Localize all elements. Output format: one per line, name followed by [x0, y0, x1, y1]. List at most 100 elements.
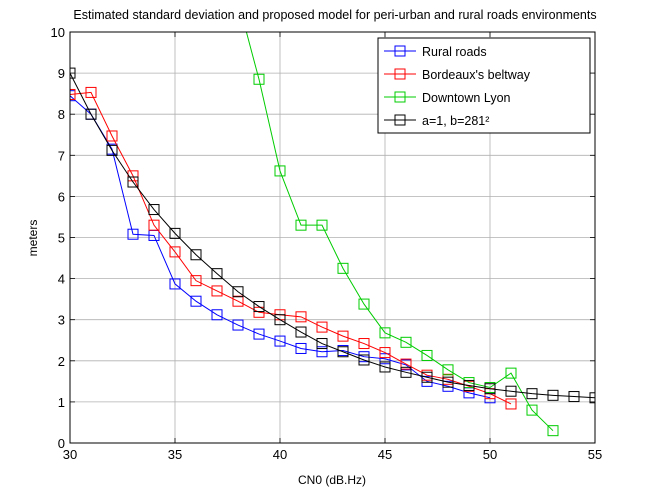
y-axis-label: meters — [26, 220, 40, 257]
series-marker — [505, 385, 517, 397]
series-layer — [70, 32, 595, 437]
series-marker — [316, 219, 328, 231]
legend-box — [377, 37, 591, 134]
series-marker — [211, 268, 223, 280]
series-marker — [274, 165, 286, 177]
series-marker — [484, 383, 496, 395]
series-marker — [463, 379, 475, 391]
legend-entry: Rural roads — [384, 45, 487, 59]
series-marker — [316, 346, 328, 358]
series-marker — [337, 262, 349, 274]
series-marker — [127, 228, 139, 240]
legend-label: Downtown Lyon — [422, 91, 511, 105]
series-marker — [358, 354, 370, 366]
series-marker — [295, 342, 307, 354]
series-marker — [421, 349, 433, 361]
series-marker — [379, 353, 391, 365]
series-marker — [85, 108, 97, 120]
series-marker — [253, 328, 265, 340]
x-axis-label: CN0 (dB.Hz) — [298, 473, 366, 487]
x-tick-label: 30 — [63, 447, 77, 462]
y-tick-label: 2 — [58, 354, 65, 369]
series-line — [70, 91, 512, 405]
y-tick-label: 6 — [58, 189, 65, 204]
series-marker — [169, 278, 181, 290]
series-marker — [85, 86, 97, 98]
x-tick-label: 35 — [168, 447, 182, 462]
y-tick-label: 1 — [58, 395, 65, 410]
series-marker — [106, 130, 118, 142]
legend-label: Rural roads — [422, 45, 487, 59]
series-marker — [379, 361, 391, 373]
y-tick-label: 5 — [58, 231, 65, 246]
legend-entry: Downtown Lyon — [384, 91, 511, 105]
x-tick-label: 45 — [378, 447, 392, 462]
legend-marker — [394, 114, 406, 126]
series-marker — [127, 170, 139, 182]
series-marker — [232, 319, 244, 331]
series-marker — [505, 398, 517, 410]
series-marker — [274, 335, 286, 347]
y-tick-label: 4 — [58, 272, 65, 287]
series-marker — [442, 376, 454, 388]
chart-title: Estimated standard deviation and propose… — [73, 8, 596, 22]
series-marker — [253, 73, 265, 85]
x-axis-ticks: 30 35 40 45 50 55 — [63, 32, 602, 462]
series-marker — [400, 336, 412, 348]
series-marker — [190, 275, 202, 287]
series-marker — [148, 219, 160, 231]
series-marker — [106, 144, 118, 156]
series-marker — [295, 219, 307, 231]
legend-marker — [394, 68, 406, 80]
series-marker — [295, 311, 307, 323]
y-axis-ticks: 0 1 2 3 4 5 6 7 8 9 10 — [51, 25, 595, 451]
series-marker — [400, 366, 412, 378]
series-3 — [70, 67, 595, 404]
series-1 — [70, 86, 517, 410]
legend-entry: a=1, b=281² — [384, 114, 489, 128]
series-marker — [358, 298, 370, 310]
series-marker — [232, 286, 244, 298]
x-tick-label: 55 — [588, 447, 602, 462]
series-marker — [505, 367, 517, 379]
series-marker — [316, 338, 328, 350]
series-marker — [379, 327, 391, 339]
legend-label: a=1, b=281² — [422, 114, 489, 128]
y-tick-label: 0 — [58, 436, 65, 451]
series-marker — [337, 330, 349, 342]
series-marker — [70, 88, 76, 100]
series-marker — [421, 371, 433, 383]
legend: Rural roads Bordeaux's beltway Downtown Ly… — [377, 37, 591, 134]
y-tick-label: 7 — [58, 148, 65, 163]
series-marker — [274, 314, 286, 326]
series-marker — [211, 309, 223, 321]
series-marker — [253, 306, 265, 318]
series-marker — [127, 176, 139, 188]
y-tick-label: 3 — [58, 313, 65, 328]
series-marker — [253, 301, 265, 313]
y-tick-label: 8 — [58, 107, 65, 122]
grid-lines — [69, 31, 596, 444]
x-tick-label: 50 — [483, 447, 497, 462]
series-marker — [526, 404, 538, 416]
legend-marker — [394, 91, 406, 103]
y-tick-label: 10 — [51, 25, 65, 40]
series-marker — [379, 347, 391, 359]
series-marker — [442, 364, 454, 376]
series-marker — [232, 295, 244, 307]
series-marker — [316, 321, 328, 333]
series-marker — [547, 389, 559, 401]
series-marker — [358, 338, 370, 350]
series-marker — [169, 246, 181, 258]
series-line — [245, 32, 554, 432]
legend-label: Bordeaux's beltway — [422, 68, 531, 82]
series-marker — [400, 358, 412, 370]
y-tick-label: 9 — [58, 66, 65, 81]
series-marker — [148, 204, 160, 216]
series-marker — [589, 392, 595, 404]
series-marker — [190, 295, 202, 307]
series-marker — [337, 346, 349, 358]
legend-entry: Bordeaux's beltway — [384, 68, 531, 82]
series-line — [70, 72, 595, 399]
